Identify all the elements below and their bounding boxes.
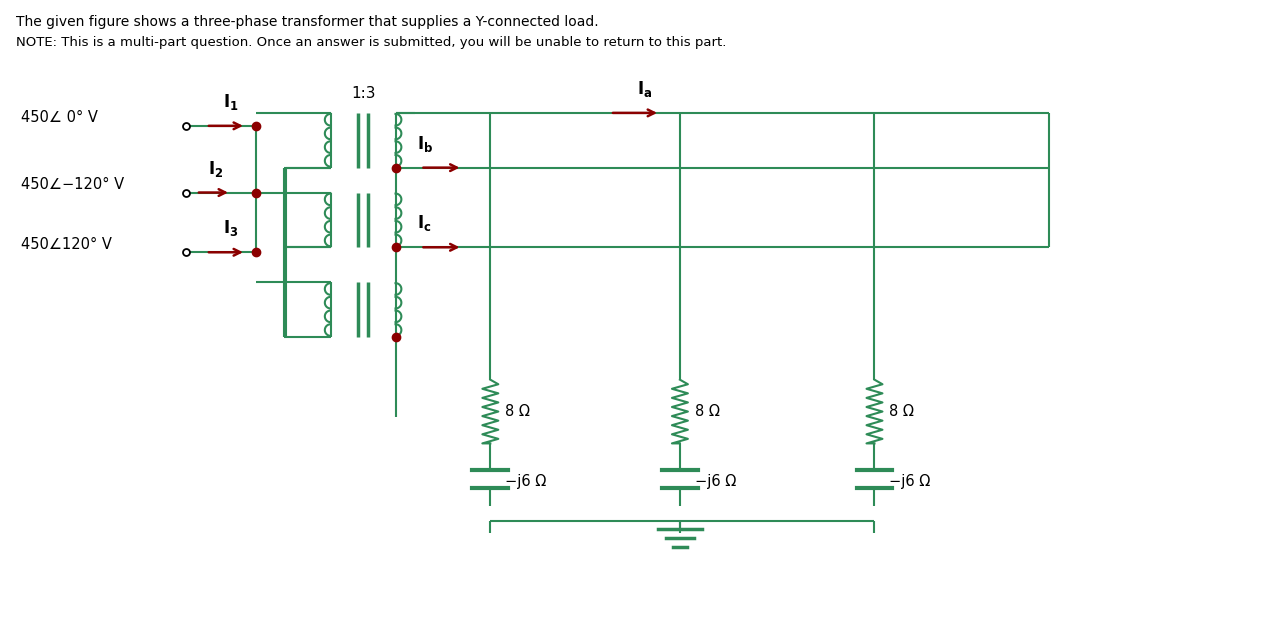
Text: 1:3: 1:3 [351, 86, 376, 101]
Text: 8 Ω: 8 Ω [890, 404, 914, 419]
Text: 450∠ 0° V: 450∠ 0° V [22, 110, 99, 126]
Text: 450∠−120° V: 450∠−120° V [22, 177, 124, 192]
Text: $\mathbf{I_b}$: $\mathbf{I_b}$ [418, 134, 433, 154]
Text: −j6 Ω: −j6 Ω [890, 474, 931, 489]
Text: 8 Ω: 8 Ω [505, 404, 531, 419]
Text: $\mathbf{I_1}$: $\mathbf{I_1}$ [223, 92, 238, 112]
Text: $\mathbf{I_c}$: $\mathbf{I_c}$ [418, 213, 432, 233]
Text: The given figure shows a three-phase transformer that supplies a Y-connected loa: The given figure shows a three-phase tra… [17, 16, 599, 29]
Text: $\mathbf{I_2}$: $\mathbf{I_2}$ [208, 159, 223, 179]
Text: $\mathbf{I_a}$: $\mathbf{I_a}$ [637, 79, 653, 99]
Text: −j6 Ω: −j6 Ω [695, 474, 736, 489]
Text: NOTE: This is a multi-part question. Once an answer is submitted, you will be un: NOTE: This is a multi-part question. Onc… [17, 36, 727, 49]
Text: 450∠120° V: 450∠120° V [22, 237, 113, 252]
Text: −j6 Ω: −j6 Ω [505, 474, 546, 489]
Text: $\mathbf{I_3}$: $\mathbf{I_3}$ [223, 218, 238, 238]
Text: 8 Ω: 8 Ω [695, 404, 719, 419]
